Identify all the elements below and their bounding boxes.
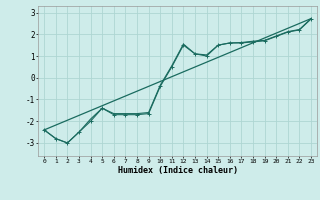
X-axis label: Humidex (Indice chaleur): Humidex (Indice chaleur) [118, 166, 238, 175]
